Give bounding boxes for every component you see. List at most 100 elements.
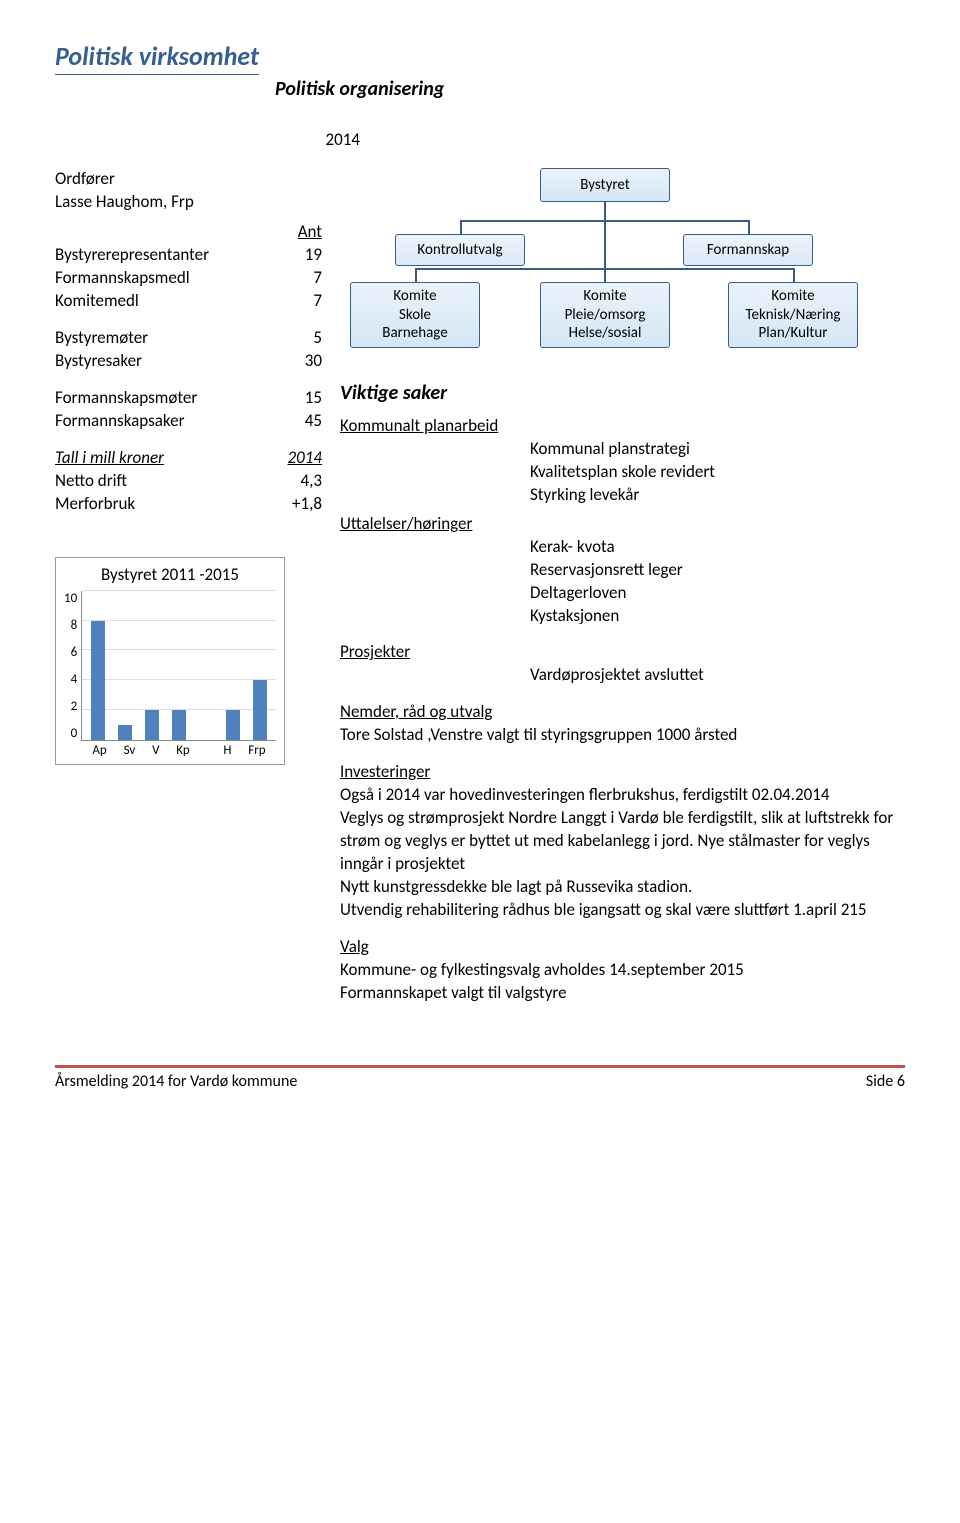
page-footer: Årsmelding 2014 for Vardø kommune Side 6 [55,1065,905,1091]
list-item: Styrking levekår [530,484,905,507]
page-subtitle: Politisk organisering [275,77,905,101]
org-connector [460,220,462,234]
body-paragraph: Tore Solstad ,Venstre valgt til styrings… [340,724,905,747]
stat-label: Merforbruk [55,492,258,515]
uttalelser-header: Uttalelser/høringer [340,513,905,536]
org-connector [415,268,417,282]
bar [118,725,132,740]
xtick: Ap [92,743,106,758]
stat-val: 15 [293,386,322,409]
stat-label: Formannskapsaker [55,409,293,432]
org-label: Plan/Kultur [758,324,827,343]
org-label: Bystyret [580,176,630,195]
org-label: Teknisk/Næring [746,306,841,325]
econ-table: Tall i mill kroner2014 Netto drift4,3 Me… [55,446,322,515]
org-mid: Formannskap [683,234,813,266]
org-label: Skole [399,306,431,325]
nemder-header: Nemder, råd og utvalg [340,701,905,724]
stats-table-2: Bystyremøter5 Bystyresaker30 [55,326,322,372]
ytick: 4 [64,672,77,687]
bars-container [82,591,276,740]
org-label: Komite [583,287,626,306]
org-label: Formannskap [707,241,789,260]
stat-label: Komitemedl [55,289,286,312]
ordforer-label: Ordfører [55,168,322,191]
ant-header: Ant [286,220,322,243]
stats-table-1: Ant Bystyrerepresentanter19 Formannskaps… [55,220,322,312]
org-leaf: Komite Skole Barnehage [350,282,480,348]
xtick: V [152,743,159,758]
org-connector [604,202,606,220]
org-label: Komite [393,287,436,306]
chart-y-axis: 10 8 6 4 2 0 [64,591,81,741]
stat-val: 45 [293,409,322,432]
stat-label: Bystyresaker [55,349,280,372]
ytick: 2 [64,699,77,714]
chart-title: Bystyret 2011 -2015 [64,564,276,585]
org-leaf: Komite Teknisk/Næring Plan/Kultur [728,282,858,348]
org-label: Komite [771,287,814,306]
org-connector [748,220,750,234]
list-item: Deltagerloven [530,582,905,605]
ytick: 6 [64,645,77,660]
list-item: Kommunal planstrategi [530,438,905,461]
stat-val: 4,3 [258,469,322,492]
org-leaf: Komite Pleie/omsorg Helse/sosial [540,282,670,348]
list-item: Kystaksjonen [530,605,905,628]
chart-x-axis: Ap Sv V Kp H Frp [82,741,276,758]
xtick: H [223,743,231,758]
org-mid: Kontrollutvalg [395,234,525,266]
stat-val: 19 [286,243,322,266]
ytick: 8 [64,618,77,633]
stat-label: Bystyrerepresentanter [55,243,286,266]
stat-val: 7 [286,266,322,289]
xtick: Kp [176,743,189,758]
left-column: Ordfører Lasse Haughom, Frp Ant Bystyrer… [55,168,340,1005]
list-item: Kvalitetsplan skole revidert [530,461,905,484]
footer-left: Årsmelding 2014 for Vardø kommune [55,1072,297,1091]
org-connector [604,268,606,282]
viktige-saker-title: Viktige saker [340,381,905,405]
chart-plot [81,591,276,741]
valg-header: Valg [340,936,905,959]
footer-right: Side 6 [866,1072,905,1091]
stat-val: 5 [280,326,322,349]
stat-label: Formannskapsmedl [55,266,286,289]
page-year: 2014 [55,129,905,150]
bar [253,680,267,740]
bar [145,710,159,740]
stat-label: Formannskapsmøter [55,386,293,409]
econ-header-label: Tall i mill kroner [55,446,258,469]
stat-val: 7 [286,289,322,312]
org-connector [793,268,795,282]
org-chart: Bystyret Kontrollutvalg Formannskap Komi… [340,168,905,363]
stat-val: +1,8 [258,492,322,515]
bar [91,621,105,740]
bar [172,710,186,740]
org-label: Pleie/omsorg [565,306,646,325]
org-root: Bystyret [540,168,670,202]
org-connector [604,220,606,268]
body-paragraph: Også i 2014 var hovedinvesteringen flerb… [340,784,905,922]
bar-chart: Bystyret 2011 -2015 10 8 6 4 2 0 Ap Sv V Kp… [55,557,285,765]
investeringer-header: Investeringer [340,761,905,784]
prosjekter-header: Prosjekter [340,641,905,664]
page-title: Politisk virksomhet [55,40,259,75]
xtick: Frp [248,743,265,758]
ytick: 0 [64,726,77,741]
org-label: Barnehage [382,324,447,343]
econ-header-val: 2014 [258,446,322,469]
right-column: Bystyret Kontrollutvalg Formannskap Komi… [340,168,905,1005]
bar [226,710,240,740]
org-label: Helse/sosial [569,324,642,343]
list-item: Reservasjonsrett leger [530,559,905,582]
list-item: Vardøprosjektet avsluttet [530,664,905,687]
stats-table-3: Formannskapsmøter15 Formannskapsaker45 [55,386,322,432]
ordforer-name: Lasse Haughom, Frp [55,191,322,214]
xtick: Sv [124,743,136,758]
ytick: 10 [64,591,77,606]
body-paragraph: Kommune- og fylkestingsvalg avholdes 14.… [340,959,905,982]
org-label: Kontrollutvalg [417,241,502,260]
list-item: Kerak- kvota [530,536,905,559]
stat-label: Bystyremøter [55,326,280,349]
